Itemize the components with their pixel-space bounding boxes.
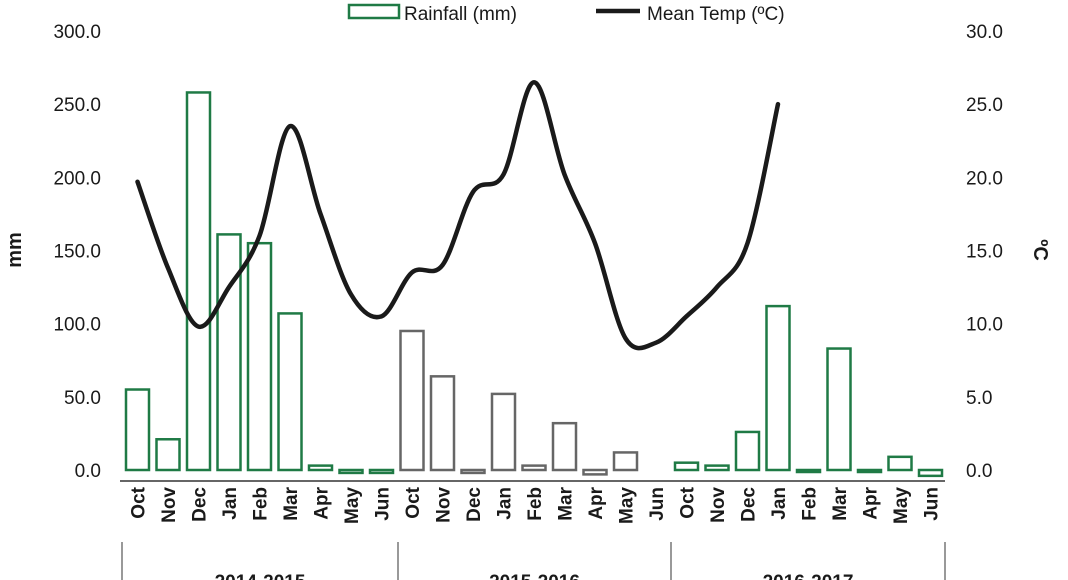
rainfall-bar	[277, 312, 303, 472]
month-label: Nov	[708, 487, 729, 523]
y-tick-right: 10.0	[966, 315, 1003, 336]
x-axis-months: Oct Nov Dec Jan Feb Mar Apr May Jun Oct Nov Dec Jan F…	[129, 486, 943, 524]
month-label: Feb	[800, 487, 821, 521]
month-label: Jun	[922, 487, 943, 521]
rainfall-bar	[551, 421, 578, 472]
rainfall-bar	[307, 464, 334, 472]
month-label: Jun	[647, 487, 668, 521]
rainfall-bar	[521, 464, 547, 472]
y-tick-left: 50.0	[64, 388, 101, 409]
rainfall-bar	[368, 468, 395, 475]
month-label: Jan	[495, 487, 516, 520]
rainfall-bar	[185, 91, 212, 472]
y-tick-left: 300.0	[53, 22, 101, 43]
month-label: Jan	[769, 487, 790, 520]
month-label: Oct	[129, 486, 150, 518]
month-label: Mar	[830, 486, 851, 520]
month-label: Dec	[464, 487, 485, 522]
rainfall-bar	[917, 468, 944, 478]
rainfall-bar	[490, 392, 517, 472]
y-axis-right-title: ºC	[1029, 239, 1051, 261]
month-label: Mar	[281, 486, 302, 520]
season-label: 2015-2016	[489, 572, 580, 580]
y-tick-right: 0.0	[966, 461, 992, 482]
legend-rainfall-label: Rainfall (mm)	[404, 4, 517, 25]
month-label: Apr	[312, 486, 333, 519]
rainfall-bar	[124, 388, 151, 472]
rainfall-bar	[582, 468, 608, 476]
month-label: Dec	[190, 487, 211, 522]
rainfall-bar	[734, 430, 761, 472]
rainfall-bar	[429, 375, 456, 472]
month-label: Feb	[251, 487, 272, 521]
rainfall-bar	[673, 461, 700, 472]
month-label: Mar	[556, 486, 577, 520]
month-label: May	[891, 487, 912, 524]
month-label: Apr	[861, 486, 882, 519]
y-tick-left: 150.0	[53, 242, 101, 263]
month-label: Nov	[159, 487, 180, 523]
month-label: Jun	[373, 487, 394, 521]
rainfall-bar	[216, 233, 242, 472]
legend-temp-label: Mean Temp (ºC)	[647, 4, 785, 25]
y-tick-right: 5.0	[966, 388, 992, 409]
month-label: Oct	[678, 486, 699, 518]
y-tick-right: 30.0	[966, 22, 1003, 43]
rainfall-bars	[124, 91, 944, 478]
y-tick-left: 200.0	[53, 168, 101, 189]
y-tick-left: 250.0	[53, 95, 101, 116]
season-label: 2014-2015	[215, 572, 306, 580]
y-tick-right: 20.0	[966, 168, 1003, 189]
rainfall-bar	[338, 468, 364, 475]
season-label: 2016-2017	[763, 572, 854, 580]
rainfall-bar	[155, 438, 181, 472]
rainfall-bar	[765, 304, 791, 472]
y-axis-left-title: mm	[4, 232, 26, 268]
rainfall-bar	[795, 468, 822, 474]
month-label: Oct	[403, 486, 424, 518]
rainfall-bar	[612, 451, 639, 472]
y-tick-left: 100.0	[53, 315, 101, 336]
rainfall-bar	[826, 347, 852, 472]
month-label: May	[342, 487, 363, 524]
month-label: Feb	[525, 487, 546, 521]
temperature-line	[135, 79, 781, 351]
rainfall-bar	[704, 464, 730, 472]
rainfall-bar	[246, 241, 273, 472]
y-tick-left: 0.0	[75, 461, 101, 482]
y-axis-left: 300.0 250.0 200.0 150.0 100.0 50.0 0.0	[53, 22, 101, 482]
rainfall-bar	[460, 468, 486, 475]
month-label: May	[617, 487, 638, 524]
month-label: Apr	[586, 486, 607, 519]
y-tick-right: 15.0	[966, 242, 1003, 263]
rainfall-bar	[856, 468, 883, 474]
rainfall-bar	[887, 455, 913, 472]
x-axis-seasons: 2014-2015 2015-2016 2016-2017	[121, 542, 946, 580]
y-axis-right: 30.0 25.0 20.0 15.0 10.0 5.0 0.0	[966, 22, 1003, 482]
month-label: Dec	[739, 487, 760, 522]
legend-rainfall-swatch	[347, 3, 401, 20]
month-label: Nov	[434, 487, 455, 523]
rainfall-bar	[399, 329, 425, 472]
month-label: Jan	[220, 487, 241, 520]
y-tick-right: 25.0	[966, 95, 1003, 116]
legend: Rainfall (mm) Mean Temp (ºC)	[347, 3, 785, 25]
